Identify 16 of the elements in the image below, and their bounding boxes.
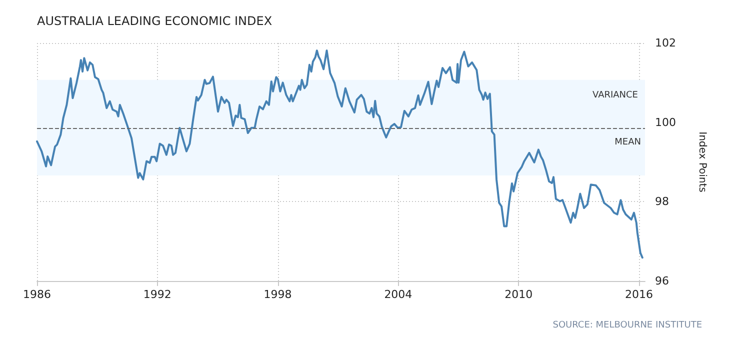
x-tick-label: 1998 xyxy=(264,288,292,301)
y-tick-label: 102 xyxy=(655,36,676,50)
source-note: SOURCE: MELBOURNE INSTITUTE xyxy=(552,320,702,330)
y-tick-label: 100 xyxy=(655,116,676,129)
x-tick-label: 2010 xyxy=(504,288,533,301)
y-tick-label: 98 xyxy=(655,195,669,208)
x-tick-label: 1986 xyxy=(23,288,51,301)
line-series xyxy=(36,50,644,259)
chart-title: AUSTRALIA LEADING ECONOMIC INDEX xyxy=(37,14,272,28)
ref-line-label: MEAN xyxy=(614,137,641,148)
y-axis-title: Index Points xyxy=(696,132,708,192)
band-label: VARIANCE xyxy=(592,90,638,100)
x-tick-label: 2016 xyxy=(624,288,653,301)
y-tick-label: 96 xyxy=(655,274,669,288)
x-tick-label: 2004 xyxy=(384,288,412,301)
x-tick-label: 1992 xyxy=(143,288,172,301)
